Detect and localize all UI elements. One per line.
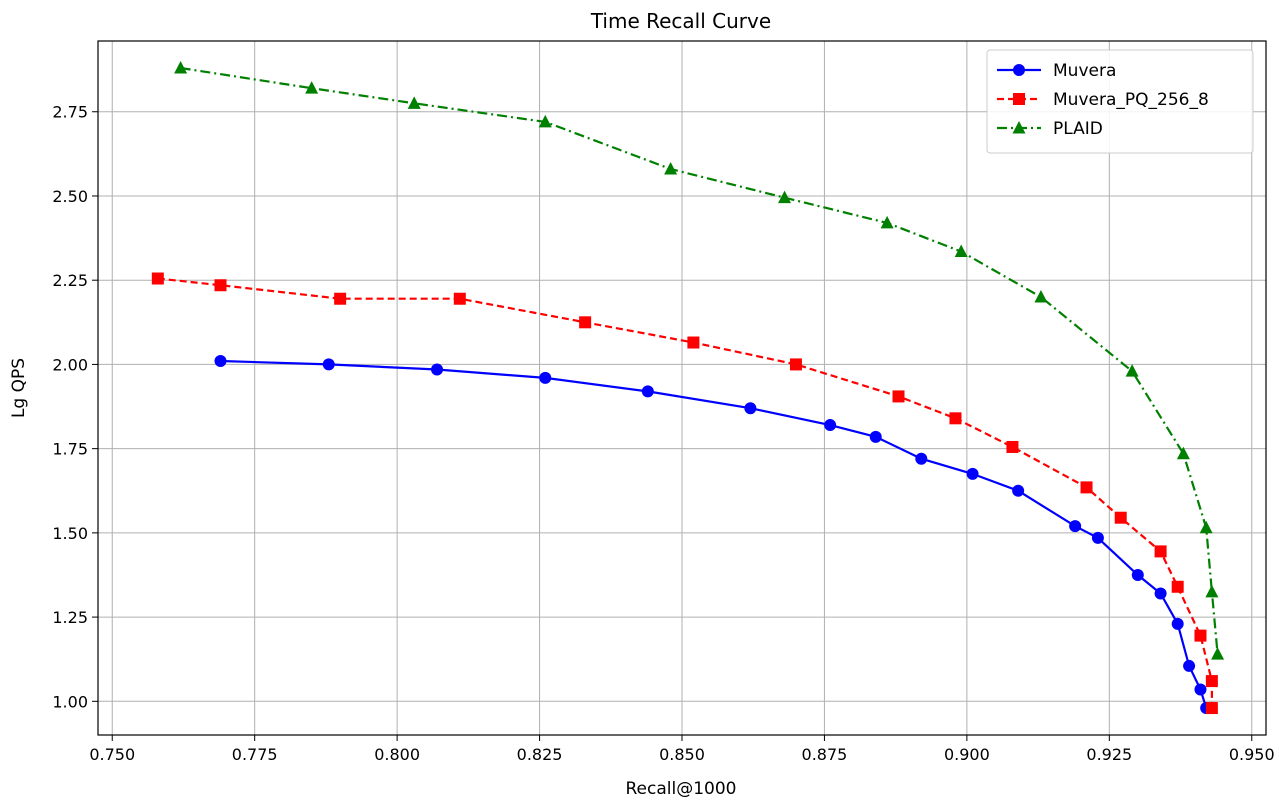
series-plaid [174, 60, 1225, 660]
data-point [579, 316, 592, 329]
data-point [1006, 440, 1019, 453]
data-point [1034, 290, 1048, 303]
chart-title: Time Recall Curve [590, 9, 771, 33]
data-point [539, 371, 552, 384]
y-tick-label: 1.25 [52, 608, 88, 627]
data-point [1176, 446, 1190, 460]
data-point [778, 190, 792, 204]
legend: Muvera Muvera_PQ_256_8 PLAID [986, 49, 1254, 154]
legend-label: Muvera [1053, 61, 1116, 81]
data-point [664, 162, 678, 175]
data-point [1154, 587, 1167, 600]
data-point [322, 358, 335, 371]
data-point [305, 81, 319, 94]
x-tick-label: 0.800 [374, 745, 420, 764]
data-point [1171, 580, 1184, 593]
data-point [1131, 568, 1144, 581]
series-muvera [214, 355, 1213, 715]
series-line [220, 359, 1208, 709]
y-tick-label: 2.75 [52, 103, 88, 122]
data-point [1012, 484, 1025, 497]
x-tick-label: 0.750 [89, 745, 135, 764]
y-tick-label: 1.00 [52, 692, 88, 711]
data-point [687, 336, 700, 349]
y-tick-label: 1.50 [52, 524, 88, 543]
data-point [789, 358, 802, 371]
data-point [151, 272, 164, 285]
data-point [1080, 481, 1093, 494]
data-point [1205, 702, 1218, 715]
legend-label: PLAID [1053, 119, 1103, 139]
series-line [157, 277, 1214, 708]
data-point [453, 292, 466, 305]
data-point [1125, 364, 1139, 377]
y-tick-label: 2.50 [52, 187, 88, 206]
data-point [214, 279, 227, 292]
data-point [915, 452, 928, 465]
y-axis-label: Lg QPS [9, 358, 29, 418]
data-point [431, 363, 444, 376]
x-tick-label: 0.775 [232, 745, 278, 764]
data-point [966, 467, 979, 480]
data-point [334, 292, 347, 305]
data-point [880, 215, 894, 229]
series-line [180, 66, 1219, 655]
x-tick-label: 0.875 [802, 745, 848, 764]
axis-ticks: 0.750 0.775 0.800 0.825 0.850 0.875 0.900 0.925… [52, 103, 1274, 764]
data-point [949, 412, 962, 425]
legend-box [986, 49, 1254, 154]
x-tick-label: 0.950 [1229, 745, 1275, 764]
legend-label: Muvera_PQ_256_8 [1053, 90, 1209, 110]
data-point [1194, 683, 1207, 696]
series-layer [151, 60, 1225, 715]
data-point [1069, 520, 1082, 533]
legend-marker [1012, 121, 1026, 134]
data-point [407, 96, 421, 109]
x-tick-label: 0.900 [944, 745, 990, 764]
data-point [892, 390, 905, 403]
data-point [1205, 584, 1219, 598]
y-tick-label: 2.00 [52, 355, 88, 374]
data-point [1194, 629, 1207, 642]
data-point [641, 385, 654, 398]
legend-marker [1013, 64, 1025, 76]
x-tick-label: 0.850 [659, 745, 705, 764]
data-point [1211, 647, 1225, 660]
data-point [744, 402, 757, 415]
data-point [1199, 520, 1213, 534]
data-point [1205, 675, 1218, 688]
legend-marker [1013, 93, 1025, 105]
y-tick-label: 2.25 [52, 271, 88, 290]
data-point [174, 60, 188, 74]
data-point [1171, 617, 1184, 630]
data-point [1183, 659, 1196, 672]
data-point [538, 114, 552, 128]
grid-lines [98, 41, 1266, 735]
data-point [869, 430, 882, 443]
x-axis-label: Recall@1000 [626, 779, 737, 799]
data-point [824, 419, 837, 432]
y-tick-label: 1.75 [52, 440, 88, 459]
data-point [954, 244, 968, 258]
series-muvera-pq-256-8 [151, 272, 1218, 715]
x-tick-label: 0.925 [1086, 745, 1132, 764]
x-tick-label: 0.825 [517, 745, 563, 764]
data-point [1114, 511, 1127, 524]
data-point [1154, 545, 1167, 558]
data-point [214, 355, 227, 368]
data-point [1091, 531, 1104, 544]
